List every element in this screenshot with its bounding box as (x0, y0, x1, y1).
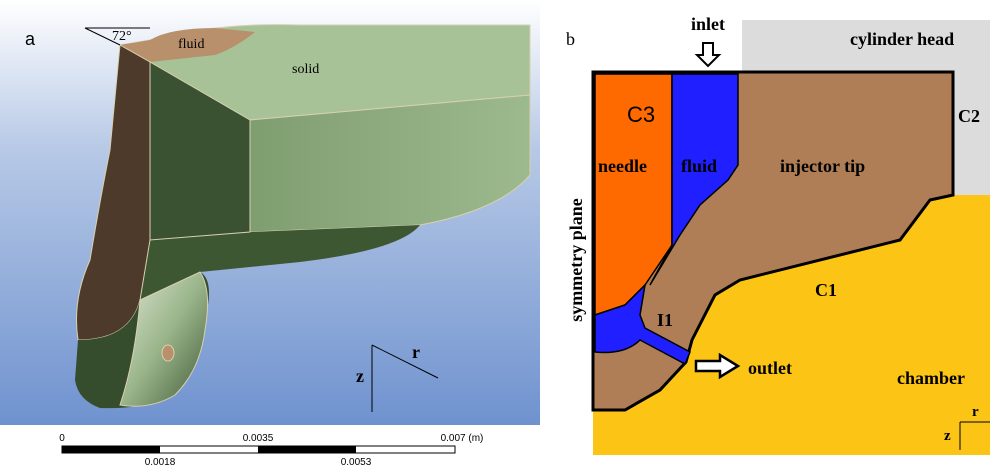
symmetry-plane-label: symmetry plane (566, 198, 586, 321)
scale-label: 0.0035 (243, 433, 274, 444)
axis-r-label: r (972, 404, 979, 420)
c1-label: C1 (815, 280, 837, 300)
c2-label: C2 (958, 106, 980, 126)
scale-label: 0.0053 (341, 457, 372, 468)
cylinder-head-label: cylinder head (850, 29, 954, 49)
c3-label: C3 (627, 102, 655, 127)
outlet-hole (162, 345, 174, 361)
injector-tip-label: injector tip (780, 156, 865, 176)
axis-z-label: z (944, 428, 951, 444)
scale-label: 0.0018 (145, 457, 176, 468)
i1-label: I1 (657, 310, 673, 330)
figure: a 72° fluid solid r z 0 0.0035 0.007 (m)… (0, 0, 990, 470)
inlet-label: inlet (691, 14, 725, 34)
angle-label: 72° (112, 29, 132, 44)
fluid-label: fluid (681, 156, 717, 176)
scale-label: 0 (59, 433, 65, 444)
fluid-label: fluid (178, 37, 204, 52)
scale-segment (258, 446, 356, 453)
chamber-label: chamber (897, 368, 965, 388)
solid-label: solid (292, 62, 319, 77)
axis-z-label: z (356, 366, 364, 386)
scale-label: 0.007 (m) (441, 433, 484, 444)
inlet-arrow (697, 43, 719, 66)
outlet-label: outlet (748, 358, 792, 378)
panel-label: b (566, 29, 575, 49)
axis-r-label: r (412, 342, 420, 362)
scale-segment (62, 446, 160, 453)
needle-label: needle (598, 156, 647, 176)
panel-label: a (25, 29, 36, 49)
